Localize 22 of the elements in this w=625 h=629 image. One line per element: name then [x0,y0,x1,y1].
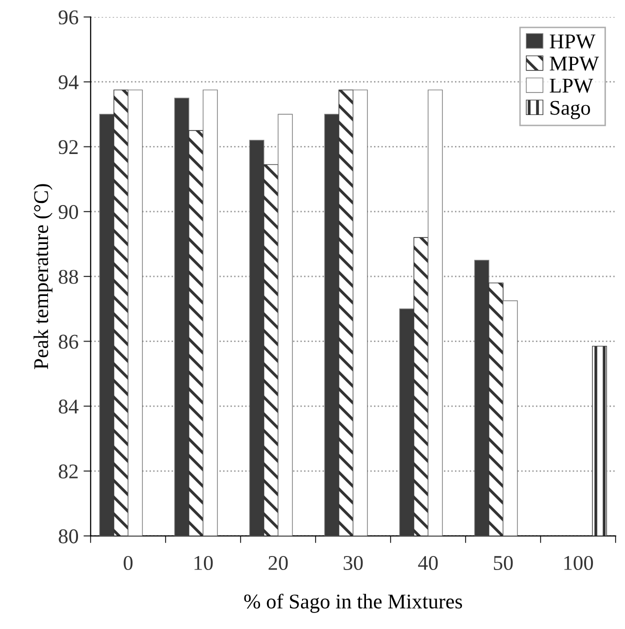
y-tick-label: 80 [58,529,78,544]
y-tick-label: 96 [58,10,78,24]
x-tick-label: 100 [564,556,593,570]
legend-label: LPW [550,78,594,93]
x-tick-label: 40 [418,556,438,570]
y-tick-label: 90 [58,204,78,220]
x-axis-title: % of Sago in the Mixtures [244,594,462,613]
x-tick-label: 50 [494,556,513,570]
y-tick-label: 92 [58,140,78,154]
y-tick-label: 88 [58,270,78,284]
x-tick-label: 20 [268,556,288,570]
y-axis-title: Peak temperature (°C) [34,184,52,370]
legend-label: HPW [550,34,596,49]
y-tick-label: 86 [58,334,78,349]
y-tick-label: 94 [58,75,78,90]
x-tick-label: 0 [124,556,133,570]
legend-label: MPW [550,56,599,71]
x-tick-label: 30 [344,556,363,570]
y-tick-label: 84 [58,400,78,414]
x-tick-label: 10 [194,556,213,570]
y-tick-label: 82 [58,464,78,478]
legend-label: Sago [550,100,590,120]
